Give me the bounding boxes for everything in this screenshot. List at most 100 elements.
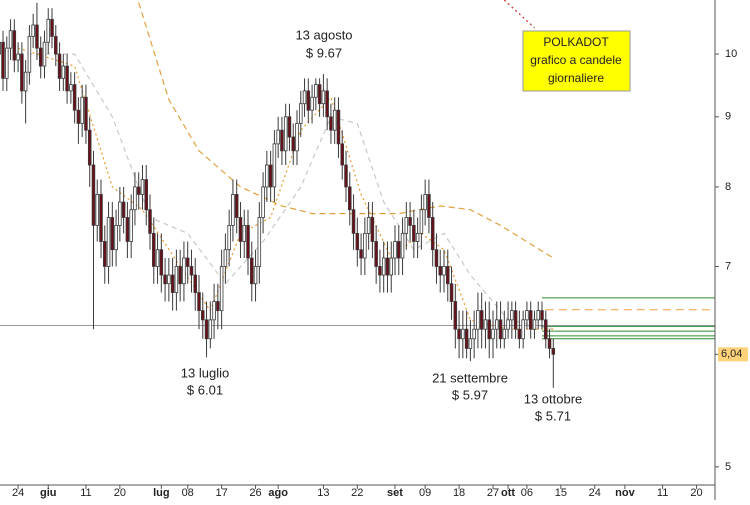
annotation: 21 settembre	[432, 370, 508, 385]
candle-body	[272, 143, 277, 188]
candle-body	[31, 24, 35, 37]
candle-body	[46, 18, 51, 43]
x-tick-label: lug	[153, 487, 170, 499]
candle-body	[370, 217, 375, 242]
candle-body	[449, 283, 454, 302]
x-tick-label: 17	[215, 487, 227, 499]
candle-body	[133, 186, 137, 211]
candle-body	[91, 164, 96, 226]
y-tick-label: 10	[725, 48, 737, 60]
candle-body	[42, 41, 47, 67]
candle-body	[487, 319, 491, 340]
candle-body	[446, 266, 450, 285]
candle-body	[118, 201, 122, 226]
candle-body	[506, 319, 510, 330]
candle-body	[148, 209, 152, 234]
y-tick-label: 8	[725, 181, 731, 193]
candle-body	[363, 232, 367, 259]
average-line	[17, 47, 554, 330]
candle-body	[227, 224, 231, 251]
candle-body	[528, 310, 533, 330]
x-tick-label: 27	[487, 487, 499, 499]
candle-body	[16, 53, 20, 61]
candle-body	[182, 257, 186, 285]
candle-body	[381, 257, 386, 276]
candle-body	[216, 301, 220, 312]
candle-body	[238, 217, 243, 242]
candle-body	[502, 328, 507, 340]
candle-body	[234, 194, 239, 218]
candle-body	[295, 123, 299, 152]
candle-body	[378, 266, 382, 276]
candle-body	[329, 116, 333, 131]
candle-body	[84, 96, 88, 131]
candle-body	[400, 232, 405, 259]
candle-body	[434, 249, 439, 267]
candle-body	[12, 30, 17, 61]
x-tick-label: giu	[40, 487, 57, 499]
candle-body	[231, 194, 235, 226]
candle-body	[374, 241, 378, 267]
candle-body	[385, 257, 390, 276]
candle-body	[472, 328, 476, 340]
x-tick-label: 22	[351, 487, 363, 499]
x-tick-label: ago	[268, 487, 288, 499]
candle-body	[332, 109, 337, 131]
candle-body	[404, 217, 409, 234]
candle-body	[65, 65, 69, 92]
candle-body	[0, 41, 2, 55]
candle-body	[491, 328, 495, 340]
plot-area	[0, 0, 715, 388]
candle-body	[106, 217, 111, 267]
candle-body	[468, 338, 473, 349]
candle-body	[185, 257, 190, 267]
annotation: 13 ottobre	[524, 391, 583, 406]
candle-body	[23, 71, 28, 92]
candle-body	[532, 319, 537, 330]
candle-body	[483, 319, 488, 330]
x-tick-label: 09	[419, 487, 431, 499]
candle-body	[438, 266, 442, 276]
x-tick-label: 18	[453, 487, 465, 499]
candle-body	[540, 310, 544, 321]
candle-body	[204, 319, 209, 340]
candle-body	[306, 90, 311, 111]
candle-body	[72, 84, 77, 111]
candle-body	[317, 84, 322, 105]
annotation: 13 luglio	[181, 365, 229, 380]
candle-body	[80, 96, 84, 124]
candle-body	[521, 319, 525, 340]
candle-body	[219, 266, 224, 312]
candle-body	[525, 310, 529, 321]
candle-body	[351, 209, 356, 234]
x-tick-label: 24	[12, 487, 24, 499]
candle-body	[242, 224, 246, 242]
x-tick-label: 24	[589, 487, 601, 499]
candle-body	[325, 90, 329, 118]
candle-body	[344, 164, 348, 188]
candle-body	[99, 194, 103, 242]
candle-body	[27, 36, 32, 73]
candle-body	[498, 319, 503, 340]
candle-body	[453, 301, 458, 330]
candle-body	[152, 232, 156, 267]
y-tick-label: 7	[725, 260, 731, 272]
candle-body	[336, 109, 341, 145]
title-line: grafico a candele	[530, 53, 622, 67]
candle-body	[397, 241, 401, 259]
candle-body	[189, 266, 194, 276]
candle-body	[393, 241, 397, 259]
candle-body	[551, 348, 556, 355]
candle-body	[35, 24, 39, 49]
candle-body	[299, 103, 303, 124]
candle-body	[125, 217, 130, 242]
candle-body	[547, 338, 552, 349]
candle-body	[544, 319, 548, 340]
candle-body	[536, 310, 540, 321]
candle-body	[314, 84, 318, 98]
candle-body	[250, 257, 254, 285]
candle-body	[427, 194, 431, 218]
candle-body	[287, 116, 292, 138]
x-tick-label: 26	[249, 487, 261, 499]
candle-body	[513, 310, 518, 330]
